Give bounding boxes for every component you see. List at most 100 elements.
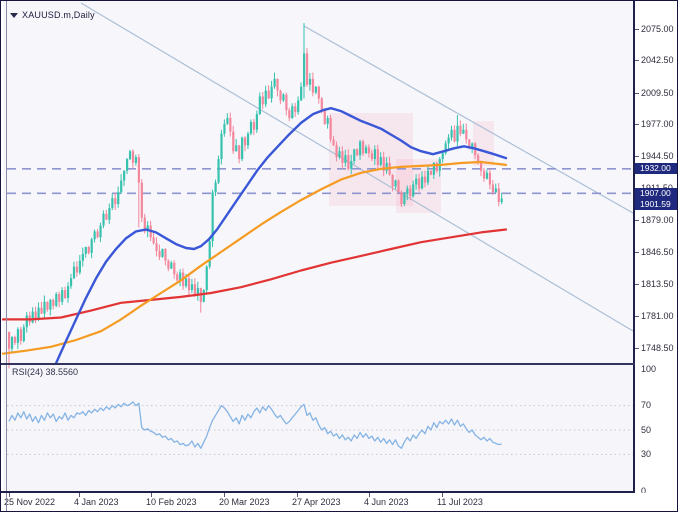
candle-body xyxy=(96,231,99,238)
candle-body xyxy=(72,266,76,279)
candle-body xyxy=(391,174,394,187)
candle-body xyxy=(447,137,450,144)
candle-body xyxy=(64,290,67,298)
candle-body xyxy=(55,294,58,306)
rsi-axis-label: 70 xyxy=(641,400,652,411)
candle-body xyxy=(276,78,279,91)
price-axis[interactable]: 2075.002042.502009.501977.001944.501911.… xyxy=(635,1,677,496)
time-axis-tick xyxy=(79,493,80,497)
candle-body xyxy=(273,78,276,87)
candle-body xyxy=(99,225,102,238)
candle-body xyxy=(303,53,306,87)
candle-body xyxy=(13,337,17,343)
candle-body xyxy=(190,284,194,291)
time-axis-label: 10 Feb 2023 xyxy=(146,497,197,507)
candle-body xyxy=(205,266,208,291)
candle-body xyxy=(235,145,238,152)
candle-body xyxy=(270,86,273,99)
candle-body xyxy=(49,299,52,310)
price-tag-1932.00: 1932.00 xyxy=(635,163,677,175)
candle-body xyxy=(367,147,371,154)
candle-body xyxy=(108,207,111,220)
candle-body xyxy=(326,117,329,124)
candle-body xyxy=(155,243,158,251)
candle-body xyxy=(185,278,188,287)
candle-body xyxy=(491,184,494,193)
rsi-axis-label: 30 xyxy=(641,448,652,459)
candle-body xyxy=(193,284,197,296)
ma-mid-line[interactable] xyxy=(1,160,508,355)
rsi-indicator-label: RSI(24) 38.5560 xyxy=(12,367,79,377)
price-axis-tick xyxy=(635,220,639,222)
candle-body xyxy=(435,162,438,171)
candle-body xyxy=(120,180,123,193)
ma-slow-line[interactable] xyxy=(1,228,508,321)
time-axis-tick xyxy=(442,493,443,497)
rsi-axis-label: 50 xyxy=(641,424,652,435)
candle-body xyxy=(356,149,359,156)
candle-body xyxy=(179,272,182,281)
price-axis-label: 1748.50 xyxy=(641,342,674,353)
candle-body xyxy=(382,157,385,171)
price-axis-tick xyxy=(635,251,639,253)
chevron-down-icon[interactable] xyxy=(10,12,18,18)
candle-body xyxy=(123,170,126,181)
candle-body xyxy=(187,278,191,291)
candle-body xyxy=(252,121,256,130)
trendline-lower[interactable] xyxy=(80,2,634,332)
rsi-axis-label: 0 xyxy=(641,485,647,496)
candle-body xyxy=(341,151,344,163)
candle-body xyxy=(400,192,403,205)
candle-body xyxy=(426,170,430,183)
candle-body xyxy=(385,162,388,171)
price-axis-label: 1977.00 xyxy=(641,119,674,130)
candle-body xyxy=(40,307,43,314)
panel-separator[interactable] xyxy=(1,363,635,365)
price-axis-tick xyxy=(635,347,639,349)
candle-body xyxy=(249,121,253,134)
time-axis[interactable]: 25 Nov 2022 4 Jan 2023 10 Feb 2023 20 Mar 2… xyxy=(1,493,677,511)
candle-body xyxy=(359,141,362,156)
time-axis-tick xyxy=(224,493,225,497)
candle-body xyxy=(90,239,93,253)
candle-body xyxy=(220,133,223,160)
ma-fast-line[interactable] xyxy=(54,107,508,365)
candle-body xyxy=(308,78,312,85)
candle-body xyxy=(317,86,320,99)
candle-body xyxy=(453,129,456,142)
price-axis-label: 1846.50 xyxy=(641,246,674,257)
candle-body xyxy=(332,139,335,146)
time-axis-label: 4 Jun 2023 xyxy=(364,497,409,507)
candle-body xyxy=(370,153,374,160)
candle-body xyxy=(362,141,365,154)
price-axis-label: 2075.00 xyxy=(641,23,674,34)
candle-body xyxy=(196,288,199,296)
candle-body xyxy=(403,194,406,205)
time-axis-tick xyxy=(297,493,298,497)
candle-body xyxy=(8,332,11,349)
plot-right-border xyxy=(633,1,635,492)
candle-body xyxy=(37,307,40,319)
symbol-timeframe-label[interactable]: XAUUSD.m,Daily xyxy=(10,10,95,20)
price-tag-1907.00: 1907.00 xyxy=(635,187,677,199)
candle-body xyxy=(128,151,132,160)
candle-body xyxy=(52,299,55,306)
candle-body xyxy=(229,117,232,132)
candle-body xyxy=(223,123,226,134)
trendline-upper[interactable] xyxy=(303,25,634,214)
candle-body xyxy=(158,250,161,257)
rsi-line xyxy=(8,401,502,449)
candle-body xyxy=(279,90,282,101)
window-inner-border xyxy=(6,1,7,511)
candle-body xyxy=(67,286,70,298)
time-axis-tick xyxy=(369,493,370,497)
price-axis-label: 2042.50 xyxy=(641,55,674,66)
candle-body xyxy=(429,170,433,175)
candle-body xyxy=(406,188,409,195)
candle-body xyxy=(459,125,462,134)
rsi-axis-label: 100 xyxy=(641,363,657,374)
candle-body xyxy=(46,301,49,310)
price-axis-tick xyxy=(635,60,639,62)
time-axis-label: 27 Apr 2023 xyxy=(292,497,341,507)
